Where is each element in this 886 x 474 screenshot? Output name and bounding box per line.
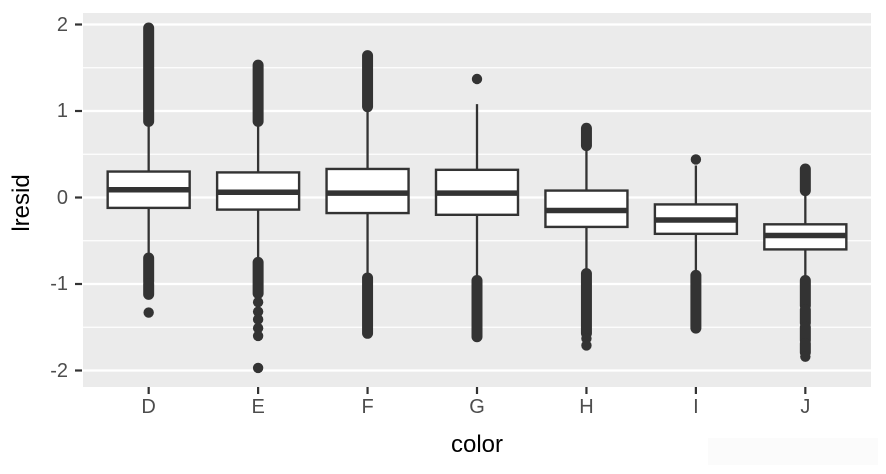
outlier-dot-D <box>143 307 154 318</box>
x-tick-label-J: J <box>800 396 811 418</box>
outlier-dot-H <box>581 340 592 351</box>
outlier-dot-E <box>252 362 264 374</box>
y-axis-title: lresid <box>8 174 35 232</box>
x-tick-label-D: D <box>141 396 156 418</box>
outlier-dot-E <box>252 330 264 342</box>
x-axis-title: color <box>450 431 504 458</box>
outlier-dot-J <box>800 351 811 362</box>
x-tick-label-G: G <box>469 396 485 418</box>
y-tick-label: 0 <box>56 186 68 209</box>
outlier-dot-G <box>471 73 483 85</box>
y-tick-label: -1 <box>50 273 68 295</box>
x-tick-label-H: H <box>579 396 594 418</box>
outlier-dot-E <box>252 306 264 317</box>
x-tick-label-F: F <box>361 396 374 418</box>
x-tick-label-I: I <box>693 396 699 418</box>
y-tick-label: 2 <box>56 13 68 36</box>
outlier-dot-E <box>252 296 264 308</box>
outlier-dot-I <box>690 154 702 165</box>
y-tick-label: -2 <box>50 359 68 382</box>
screenshot-artifact <box>708 438 878 465</box>
x-tick-label-E: E <box>251 396 265 418</box>
outlier-dot-E <box>252 322 264 334</box>
outlier-dot-E <box>252 314 264 325</box>
y-tick-label: 1 <box>56 100 68 122</box>
